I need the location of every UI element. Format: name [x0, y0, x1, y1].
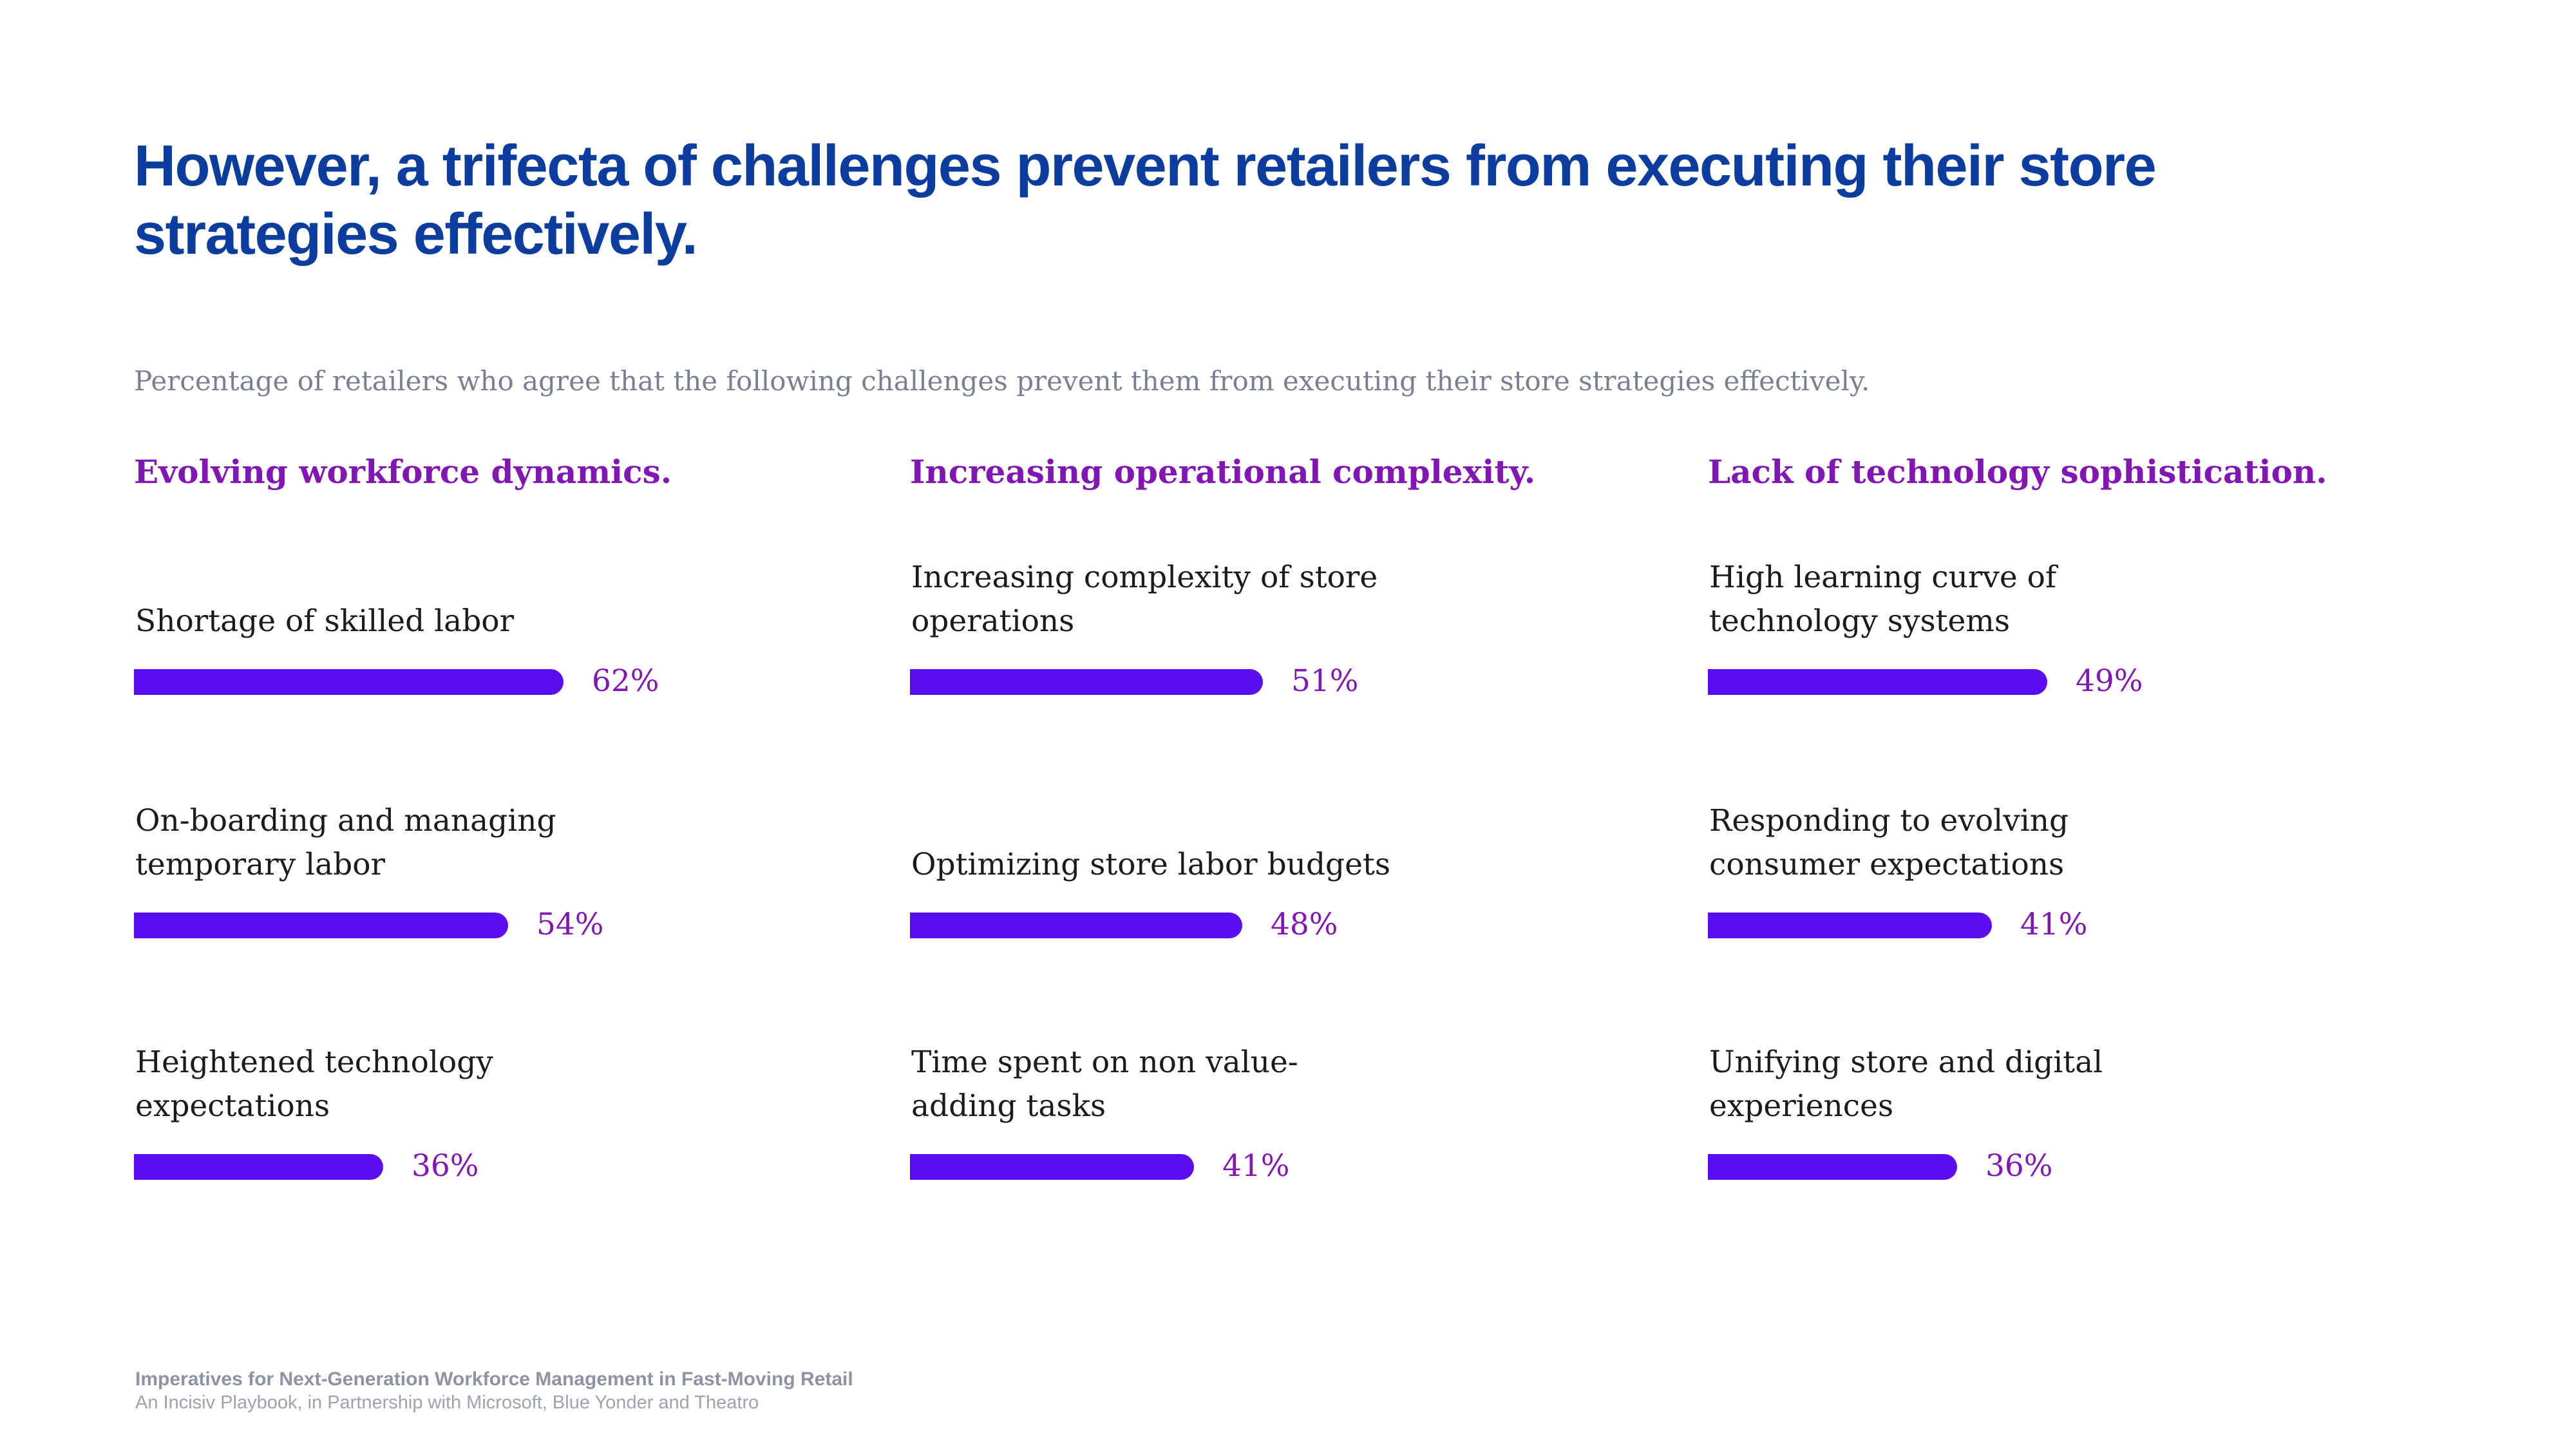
- challenge-group-1: Evolving workforce dynamics. Shortage of …: [134, 451, 875, 1184]
- challenge-item: High learning curve of technology system…: [1708, 551, 2448, 718]
- challenge-item: Optimizing store labor budgets 48%: [910, 794, 1651, 961]
- challenge-label: Shortage of skilled labor: [135, 603, 515, 639]
- bar-value-label: 36%: [1985, 1148, 2053, 1184]
- challenge-label: Unifying store and digital experiences: [1709, 1045, 2103, 1124]
- footer: Imperatives for Next-Generation Workforc…: [135, 1368, 853, 1414]
- bar: [1708, 913, 1992, 938]
- bar: [910, 913, 1242, 938]
- bar: [910, 669, 1263, 695]
- challenge-label: Heightened technology expectations: [135, 1045, 493, 1124]
- challenge-label: Increasing complexity of store operation…: [911, 560, 1378, 639]
- footer-credits: An Incisiv Playbook, in Partnership with…: [135, 1392, 759, 1413]
- bar: [910, 1154, 1194, 1180]
- bar: [1708, 1154, 1957, 1180]
- page-title: However, a trifecta of challenges preven…: [134, 134, 2157, 267]
- bar-value-label: 41%: [1222, 1148, 1290, 1184]
- challenge-label: On-boarding and managing temporary labor: [135, 803, 556, 882]
- bar: [1708, 669, 2047, 695]
- bar: [134, 913, 508, 938]
- chart-subtitle: Percentage of retailers who agree that t…: [134, 365, 1870, 397]
- group-title: Lack of technology sophistication.: [1708, 453, 2327, 491]
- bar: [134, 669, 564, 695]
- challenge-item: Unifying store and digital experiences 36…: [1708, 1036, 2448, 1203]
- challenge-label: High learning curve of technology system…: [1709, 560, 2057, 639]
- bar-value-label: 41%: [2020, 907, 2088, 942]
- bar-value-label: 51%: [1291, 663, 1359, 699]
- bar-value-label: 62%: [592, 663, 659, 699]
- bar-value-label: 48%: [1271, 907, 1338, 942]
- footer-report-title: Imperatives for Next-Generation Workforc…: [135, 1368, 853, 1390]
- challenge-label: Time spent on non value-adding tasks: [911, 1045, 1298, 1124]
- challenge-item: Heightened technology expectations 36%: [134, 1036, 875, 1203]
- bar-value-label: 36%: [412, 1148, 479, 1184]
- challenge-item: Responding to evolving consumer expectat…: [1708, 794, 2448, 961]
- challenge-item: Time spent on non value-adding tasks 41%: [910, 1036, 1651, 1203]
- bar-value-label: 49%: [2076, 663, 2143, 699]
- challenge-item: Shortage of skilled labor 62%: [134, 551, 875, 718]
- challenge-group-2: Increasing operational complexity. Increa…: [910, 451, 1651, 1184]
- challenge-item: On-boarding and managing temporary labor…: [134, 794, 875, 961]
- group-title: Evolving workforce dynamics.: [134, 453, 672, 491]
- bar: [134, 1154, 383, 1180]
- bar-value-label: 54%: [536, 907, 604, 942]
- challenge-label: Responding to evolving consumer expectat…: [1709, 803, 2069, 882]
- challenge-label: Optimizing store labor budgets: [911, 847, 1390, 882]
- challenge-item: Increasing complexity of store operation…: [910, 551, 1651, 718]
- group-title: Increasing operational complexity.: [910, 453, 1536, 491]
- challenge-group-3: Lack of technology sophistication. High l…: [1708, 451, 2448, 1184]
